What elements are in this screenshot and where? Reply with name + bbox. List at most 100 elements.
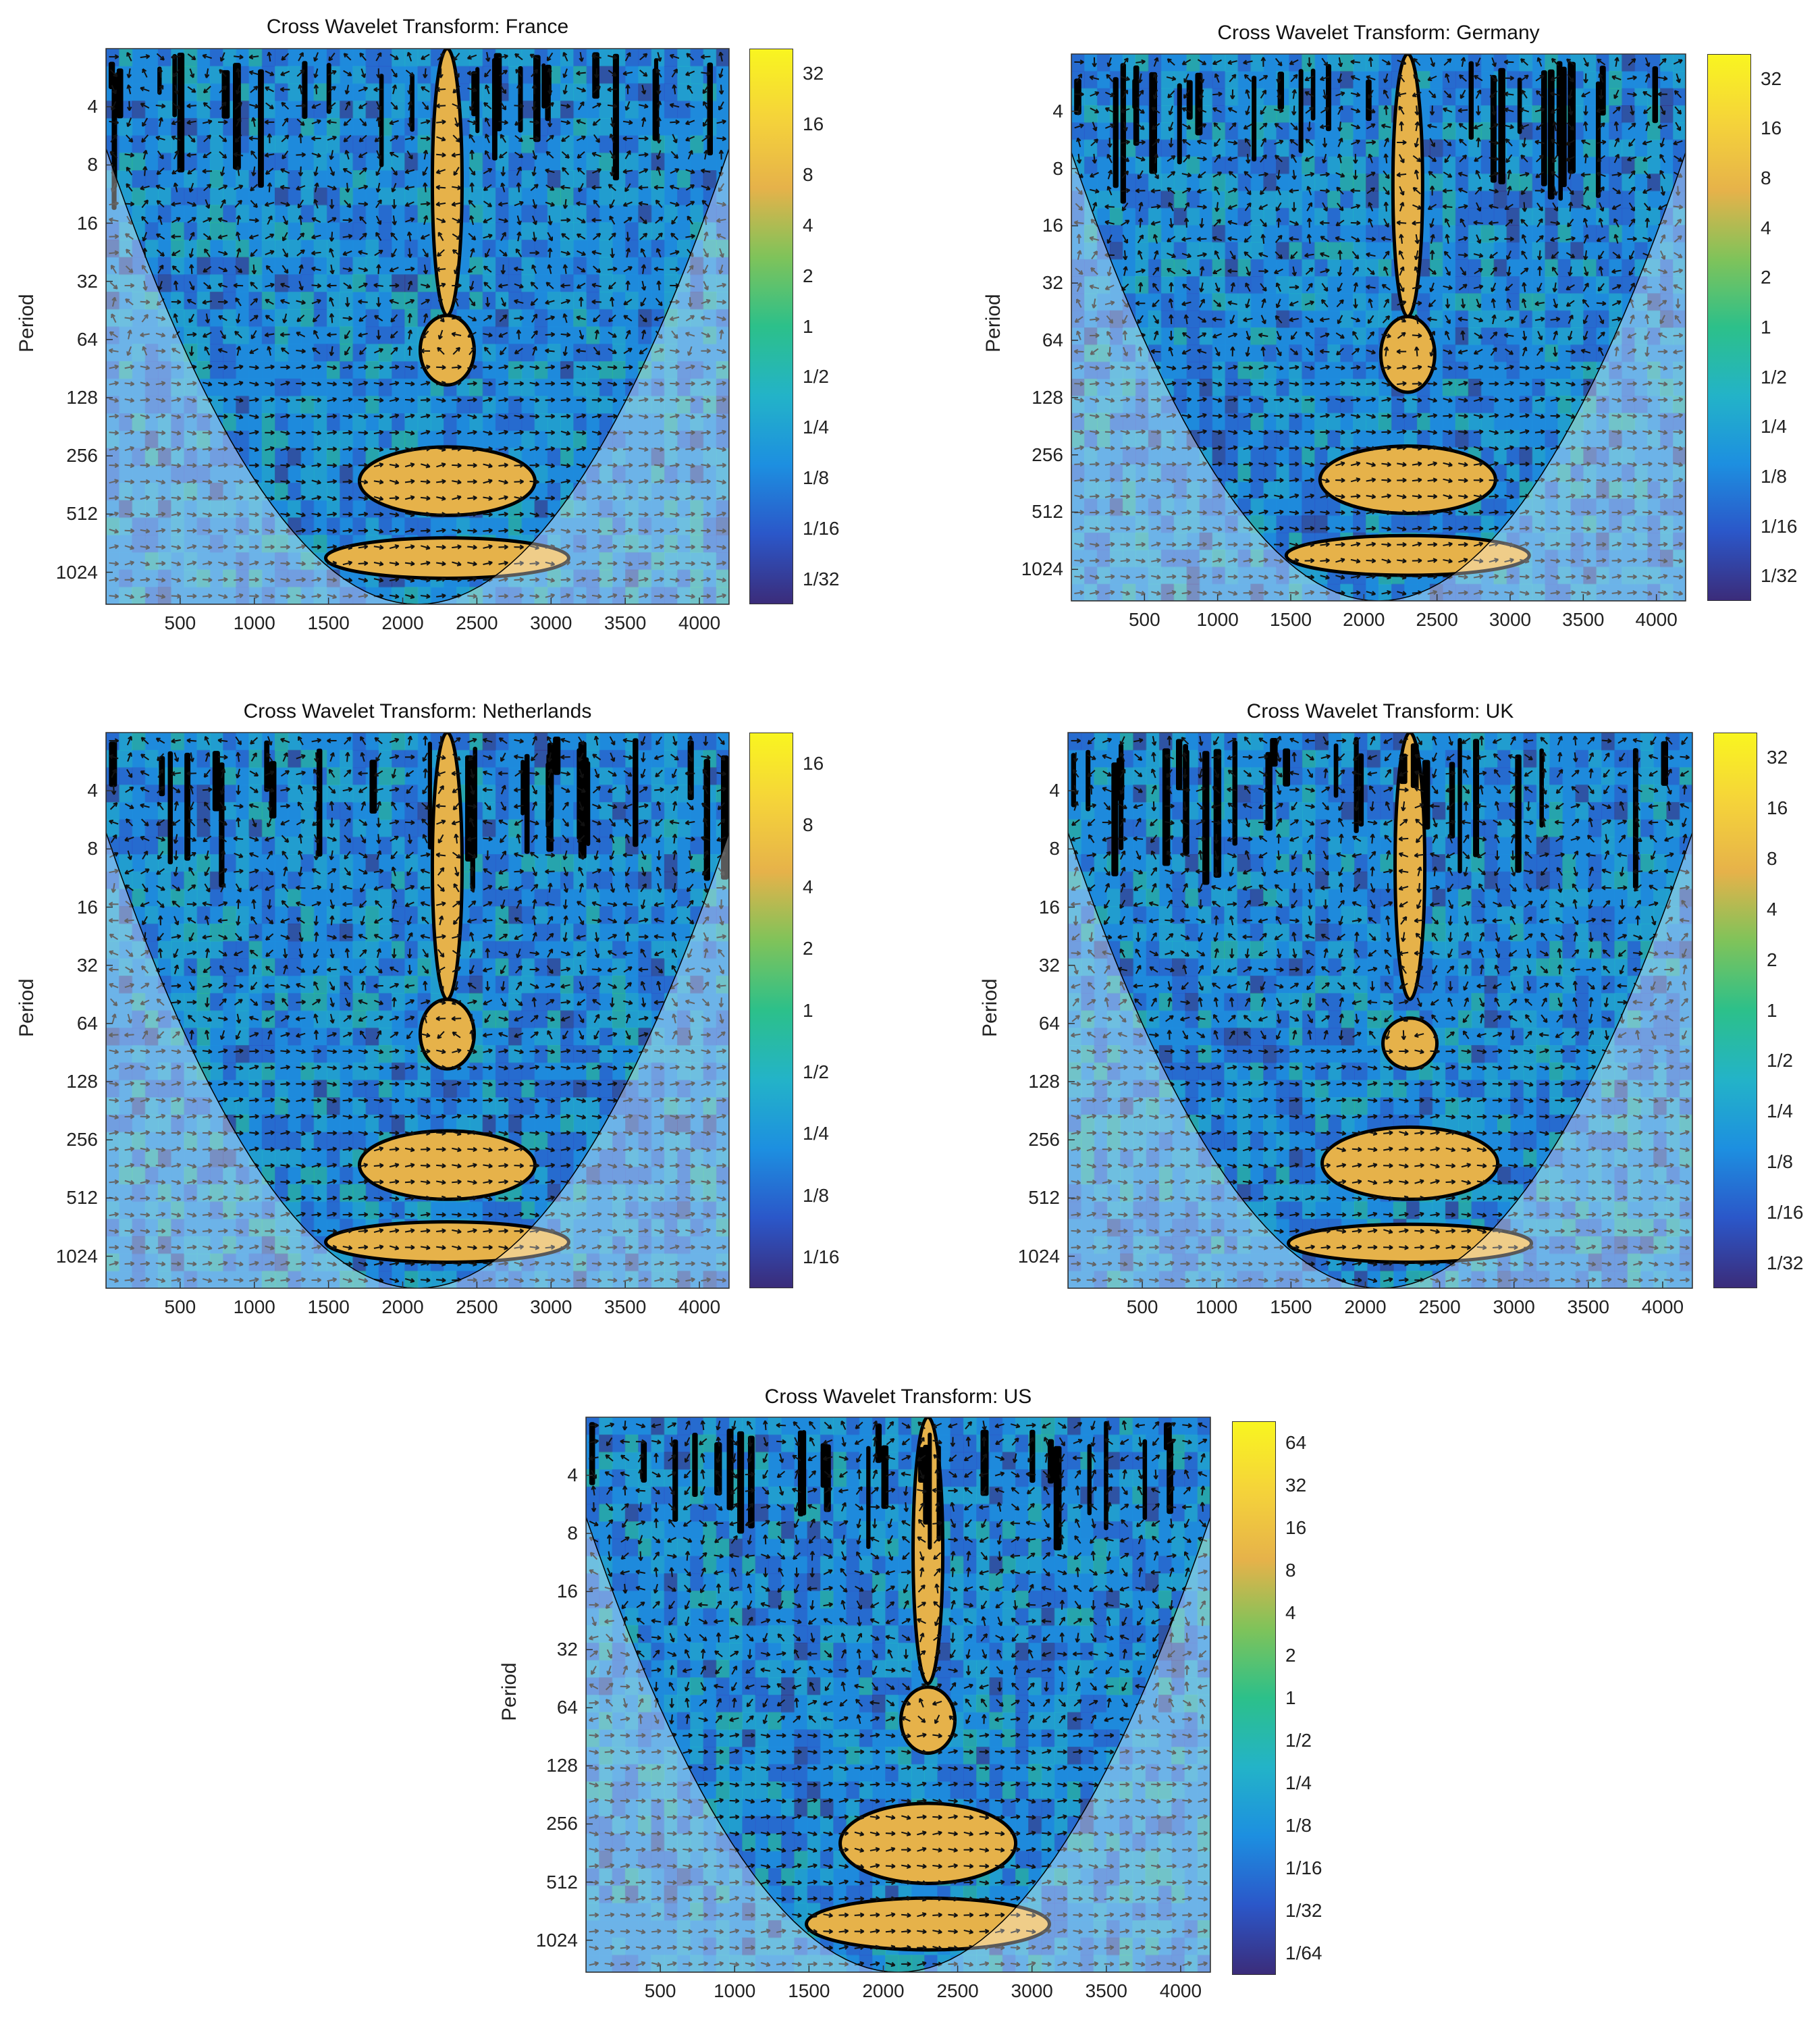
significance-contour: [258, 69, 264, 188]
phase-arrow-head: [410, 413, 415, 419]
power-cell: [560, 569, 574, 588]
power-cell: [144, 274, 159, 293]
power-cell: [586, 292, 600, 310]
power-cell: [703, 153, 717, 171]
phase-arrow: [623, 201, 633, 207]
power-cell: [677, 344, 691, 362]
power-cell: [1122, 396, 1136, 414]
phase-arrow: [467, 447, 477, 451]
power-cell: [132, 378, 146, 397]
phase-arrow: [203, 184, 211, 192]
phase-arrow-head: [535, 414, 540, 419]
phase-arrow: [701, 480, 711, 483]
phase-arrow: [562, 52, 568, 61]
power-cell: [1250, 207, 1264, 226]
power-cell: [456, 292, 471, 310]
power-cell: [404, 292, 419, 310]
phase-arrow-head: [550, 512, 556, 518]
power-cell: [495, 344, 510, 362]
phase-arrow-head: [332, 365, 338, 371]
power-cell: [1122, 464, 1136, 482]
phase-arrow-head: [317, 153, 321, 158]
phase-arrow-head: [441, 282, 446, 288]
power-cell: [378, 448, 393, 467]
phase-arrow-head: [234, 330, 240, 336]
phase-arrow-head: [675, 544, 680, 550]
power-cell: [482, 326, 496, 345]
power-cell: [1212, 293, 1226, 311]
power-cell: [1237, 88, 1252, 106]
power-cell: [1160, 242, 1175, 260]
power-cell: [392, 430, 406, 449]
power-cell: [236, 326, 250, 345]
power-cell: [1109, 88, 1123, 106]
phase-arrow-head: [348, 364, 353, 370]
phase-arrow: [467, 120, 477, 124]
phase-arrow-head: [130, 496, 135, 501]
power-cell: [340, 535, 354, 553]
power-cell: [573, 344, 587, 362]
phase-arrow-head: [441, 365, 446, 370]
phase-arrow: [140, 185, 150, 190]
phase-arrow-head: [379, 496, 384, 501]
power-cell: [625, 569, 639, 588]
phase-arrow: [436, 105, 446, 107]
power-cell: [352, 465, 367, 483]
phase-arrow-head: [234, 138, 240, 143]
power-cell: [586, 83, 600, 102]
phase-arrow-head: [363, 184, 369, 190]
phase-arrow-head: [248, 136, 254, 141]
phase-arrow: [109, 464, 119, 467]
phase-arrow-head: [612, 266, 618, 272]
phase-arrow: [311, 448, 321, 450]
power-cell: [677, 535, 691, 553]
phase-arrow: [265, 265, 273, 273]
phase-arrow-head: [207, 364, 213, 369]
power-cell: [340, 413, 354, 431]
power-cell: [184, 170, 198, 188]
phase-arrow: [109, 331, 118, 338]
phase-arrow-head: [156, 170, 161, 176]
power-cell: [106, 83, 120, 102]
power-cell: [1289, 139, 1303, 157]
phase-arrow: [186, 496, 196, 500]
phase-arrow-head: [550, 397, 556, 403]
phase-arrow: [498, 414, 508, 419]
phase-arrow: [483, 448, 493, 450]
phase-arrow-head: [613, 560, 618, 566]
phase-arrow-head: [114, 234, 119, 240]
phase-arrow-head: [286, 593, 290, 599]
power-cell: [443, 49, 458, 67]
phase-arrow: [453, 167, 460, 176]
significance-contour: [172, 54, 178, 117]
power-cell: [1263, 54, 1277, 72]
phase-arrow-head: [613, 495, 618, 501]
phase-arrow-head: [562, 51, 568, 57]
power-cell: [340, 309, 354, 327]
power-cell: [1327, 207, 1341, 226]
power-cell: [1148, 429, 1162, 448]
phase-arrow-head: [562, 167, 567, 172]
phase-arrow: [545, 282, 554, 290]
phase-arrow-head: [514, 349, 519, 354]
power-cell: [1250, 310, 1264, 328]
phase-arrow-head: [612, 381, 618, 387]
power-cell: [1212, 190, 1226, 209]
phase-arrow-head: [488, 577, 493, 583]
power-cell: [392, 117, 406, 136]
phase-arrow-head: [392, 221, 397, 226]
phase-arrow: [358, 103, 368, 109]
power-cell: [586, 482, 600, 501]
significance-contour: [233, 63, 241, 170]
phase-arrow-head: [488, 560, 493, 566]
power-cell: [209, 274, 224, 293]
power-cell: [1173, 88, 1187, 106]
power-cell: [157, 65, 172, 84]
power-cell: [547, 344, 562, 362]
power-cell: [248, 361, 263, 379]
power-cell: [1096, 361, 1110, 379]
phase-arrow-head: [410, 381, 415, 387]
phase-arrow: [529, 431, 539, 434]
phase-arrow: [186, 430, 196, 435]
power-cell: [638, 361, 652, 379]
